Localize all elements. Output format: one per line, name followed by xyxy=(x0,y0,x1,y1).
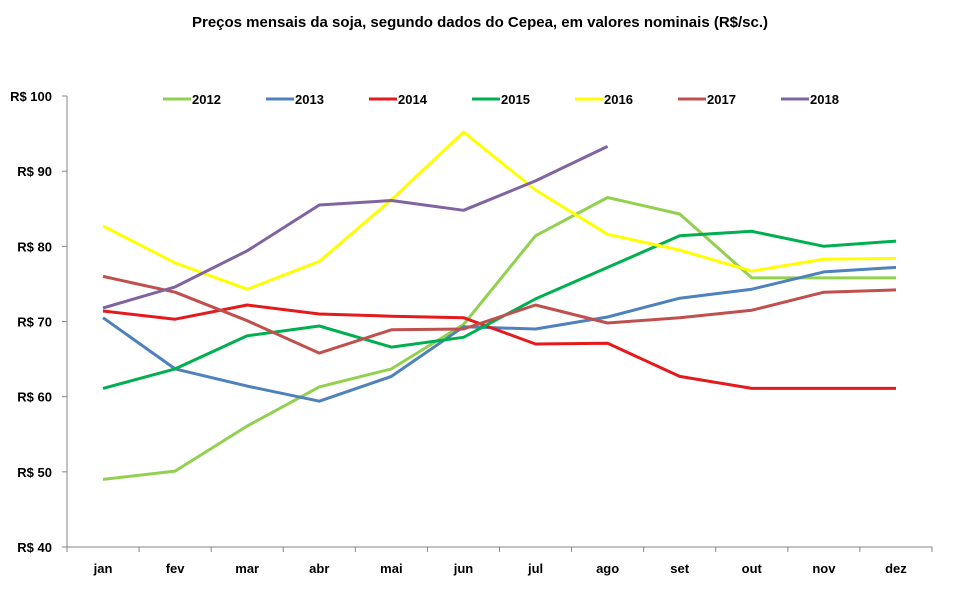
series-line-2012 xyxy=(102,196,896,481)
x-tick-label: mar xyxy=(235,561,259,576)
y-tick-label: R$ 50 xyxy=(17,465,52,480)
legend-label: 2016 xyxy=(604,92,633,107)
legend-item-2016: 2016 xyxy=(575,92,633,107)
x-tick-label: fev xyxy=(166,561,186,576)
x-tick-label: out xyxy=(742,561,763,576)
legend-item-2015: 2015 xyxy=(472,92,530,107)
series-lines xyxy=(102,130,897,481)
legend-item-2018: 2018 xyxy=(781,92,839,107)
axes: R$ 40 R$ 50 R$ 60 R$ 70 R$ 80 R$ 90 R$ 100 jan f… xyxy=(10,89,933,576)
x-tick-label: abr xyxy=(309,561,329,576)
legend-item-2014: 2014 xyxy=(369,92,428,107)
legend-label: 2015 xyxy=(501,92,530,107)
x-tick-label: nov xyxy=(812,561,836,576)
x-tick-label: dez xyxy=(885,561,907,576)
x-tick-label: jul xyxy=(527,561,543,576)
x-tick-label: mai xyxy=(380,561,402,576)
x-tick-label: jun xyxy=(453,561,474,576)
legend-label: 2018 xyxy=(810,92,839,107)
legend-item-2013: 2013 xyxy=(266,92,324,107)
x-tick-label: ago xyxy=(596,561,619,576)
legend: 2012 2013 2014 2015 2016 2017 2018 xyxy=(163,92,839,107)
legend-item-2012: 2012 xyxy=(163,92,221,107)
y-tick-label: R$ 40 xyxy=(17,540,52,555)
chart-title: Preços mensais da soja, segundo dados do… xyxy=(191,14,769,31)
series-line-2013 xyxy=(102,265,897,403)
y-tick-label: R$ 80 xyxy=(17,239,52,254)
y-tick-label: R$ 70 xyxy=(17,315,52,330)
series-line-2017 xyxy=(102,274,897,355)
legend-label: 2013 xyxy=(295,92,324,107)
y-tick-label: R$ 90 xyxy=(17,164,52,179)
y-tick-label: R$ 100 xyxy=(10,89,52,104)
legend-label: 2014 xyxy=(398,92,428,107)
x-tick-label: jan xyxy=(93,561,113,576)
x-tick-label: set xyxy=(670,561,689,576)
legend-label: 2017 xyxy=(707,92,736,107)
y-tick-label: R$ 60 xyxy=(17,390,52,405)
legend-item-2017: 2017 xyxy=(678,92,736,107)
series-line-2016 xyxy=(102,130,897,291)
legend-label: 2012 xyxy=(192,92,221,107)
series-line-2014 xyxy=(102,303,896,390)
series-line-2018 xyxy=(102,145,609,310)
